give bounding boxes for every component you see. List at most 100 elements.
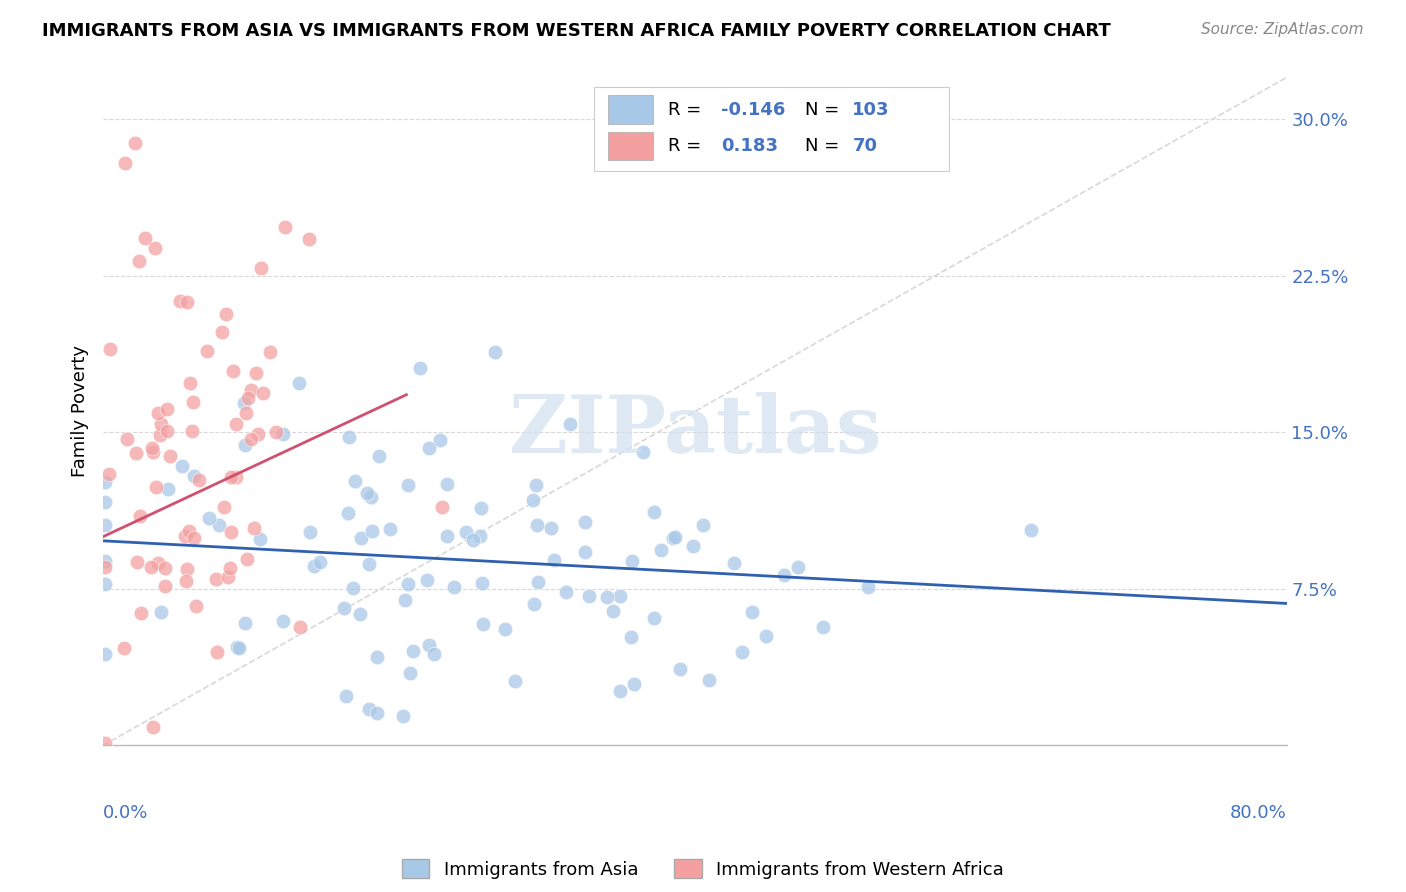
Point <box>366 706 388 720</box>
Point <box>522 493 544 508</box>
Point <box>443 580 465 594</box>
Point <box>723 556 745 570</box>
Point <box>235 406 257 420</box>
Point <box>378 522 401 536</box>
Point <box>142 445 165 459</box>
Point <box>505 674 527 689</box>
Point <box>471 576 494 591</box>
Point <box>664 530 686 544</box>
Point <box>183 531 205 545</box>
Point <box>396 577 419 591</box>
Point <box>620 553 643 567</box>
Point <box>336 507 359 521</box>
Point <box>146 556 169 570</box>
Point <box>578 589 600 603</box>
Point <box>159 449 181 463</box>
Point <box>644 611 666 625</box>
Point <box>183 469 205 483</box>
Point <box>176 562 198 576</box>
Point <box>271 427 294 442</box>
Point <box>368 450 391 464</box>
Point <box>786 560 808 574</box>
Point <box>543 552 565 566</box>
Point <box>540 521 562 535</box>
Point <box>596 590 619 604</box>
Point <box>252 386 274 401</box>
Point <box>472 616 495 631</box>
Point <box>526 518 548 533</box>
Point <box>692 517 714 532</box>
Point <box>755 629 778 643</box>
Point <box>342 581 364 595</box>
Point <box>225 469 247 483</box>
Text: 80.0%: 80.0% <box>1230 804 1286 822</box>
Point <box>145 480 167 494</box>
Point <box>93 648 115 662</box>
Point <box>668 662 690 676</box>
Point <box>225 417 247 431</box>
Point <box>169 293 191 308</box>
Point <box>233 616 256 631</box>
Point <box>650 542 672 557</box>
Point <box>432 500 454 515</box>
Point <box>773 568 796 582</box>
Point <box>179 376 201 390</box>
Point <box>620 630 643 644</box>
Point <box>125 555 148 569</box>
Point <box>211 325 233 339</box>
Point <box>350 531 373 545</box>
Point <box>187 473 209 487</box>
Point <box>394 593 416 607</box>
Point <box>287 376 309 390</box>
FancyBboxPatch shape <box>609 95 654 123</box>
Point <box>197 510 219 524</box>
Point <box>609 589 631 603</box>
Point <box>141 560 163 574</box>
Point <box>97 467 120 481</box>
Point <box>239 432 262 446</box>
Point <box>484 344 506 359</box>
Point <box>523 597 546 611</box>
Point <box>402 643 425 657</box>
Point <box>298 232 321 246</box>
Point <box>399 665 422 680</box>
Point <box>304 559 326 574</box>
Point <box>195 343 218 358</box>
Point <box>602 604 624 618</box>
Point <box>731 645 754 659</box>
Point <box>366 649 388 664</box>
Y-axis label: Family Poverty: Family Poverty <box>72 345 89 477</box>
Point <box>343 474 366 488</box>
Text: 103: 103 <box>852 101 890 119</box>
Point <box>245 366 267 380</box>
Legend: Immigrants from Asia, Immigrants from Western Africa: Immigrants from Asia, Immigrants from We… <box>402 859 1004 879</box>
Point <box>143 241 166 255</box>
Point <box>176 574 198 588</box>
Text: N =: N = <box>804 101 845 119</box>
Text: 0.183: 0.183 <box>721 137 778 155</box>
Point <box>359 558 381 572</box>
Point <box>357 701 380 715</box>
Point <box>125 446 148 460</box>
Point <box>418 638 440 652</box>
Point <box>429 433 451 447</box>
Point <box>811 620 834 634</box>
Point <box>662 531 685 545</box>
Point <box>396 477 419 491</box>
Point <box>177 524 200 539</box>
Point <box>156 402 179 417</box>
Point <box>222 364 245 378</box>
Point <box>238 391 260 405</box>
Point <box>554 585 576 599</box>
Point <box>129 606 152 620</box>
Point <box>114 156 136 170</box>
Point <box>246 426 269 441</box>
Point <box>215 307 238 321</box>
Point <box>128 508 150 523</box>
Point <box>226 640 249 655</box>
Point <box>495 622 517 636</box>
Point <box>337 430 360 444</box>
Point <box>243 521 266 535</box>
Point <box>240 383 263 397</box>
Point <box>249 532 271 546</box>
